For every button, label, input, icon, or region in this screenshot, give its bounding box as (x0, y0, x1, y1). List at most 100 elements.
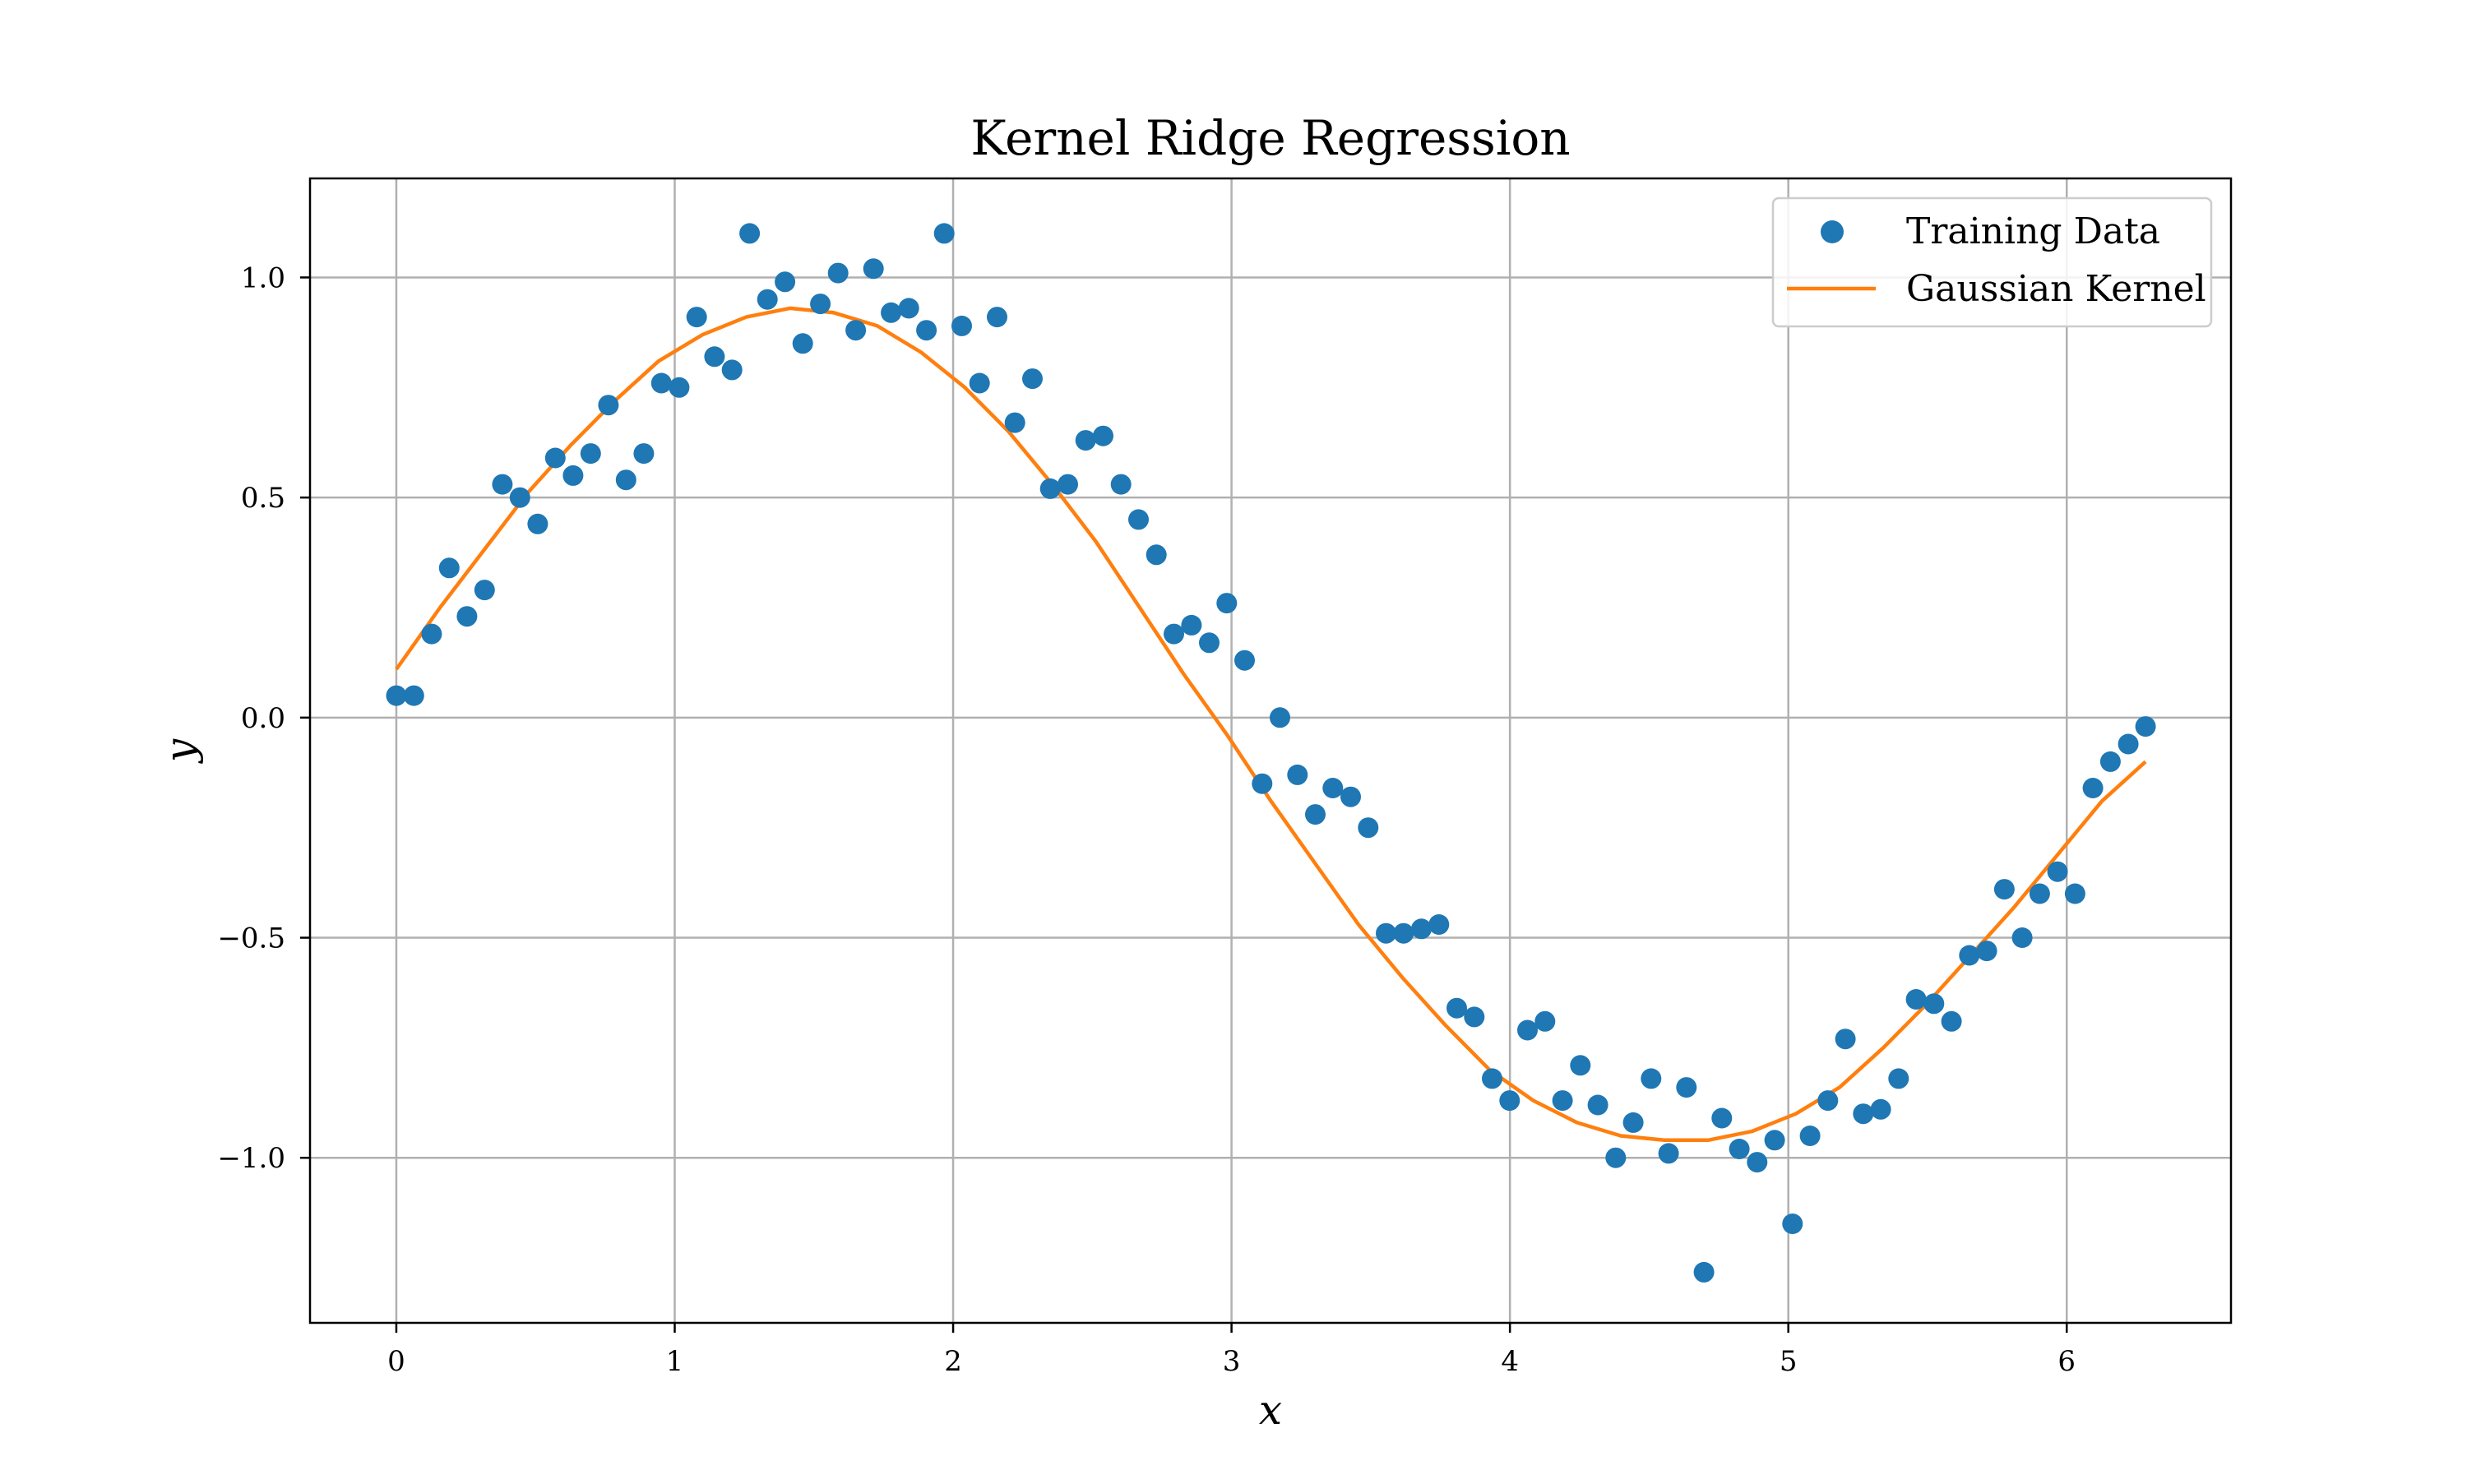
training-data-point (1340, 786, 1361, 807)
training-data-point (1146, 544, 1167, 566)
training-data-point (1058, 474, 1078, 495)
legend-label-gaussian-kernel: Gaussian Kernel (1906, 268, 2206, 310)
x-tick-label: 4 (1501, 1345, 1519, 1378)
training-data-point (987, 307, 1007, 328)
training-data-point (474, 580, 495, 601)
training-data-point (2047, 861, 2068, 882)
training-data-point (1817, 1090, 1839, 1112)
training-data-point (456, 606, 478, 627)
training-data-point (1252, 773, 1273, 794)
y-tick-label: −1.0 (217, 1142, 285, 1175)
x-tick-label: 1 (666, 1345, 684, 1378)
training-data-point (1853, 1103, 1874, 1125)
x-tick-label: 0 (387, 1345, 405, 1378)
training-data-point (1993, 879, 2015, 900)
training-data-point (1605, 1147, 1627, 1168)
ticks: 0 1 2 3 4 5 6 1.0 0.5 0.0 −0.5 −1.0 (217, 261, 2076, 1378)
training-data-point (1482, 1068, 1502, 1089)
training-data-point (509, 487, 530, 508)
legend-label-training-data: Training Data (1906, 210, 2160, 252)
training-data-point (1587, 1094, 1608, 1116)
training-data-point (2029, 883, 2050, 904)
training-data-point (1181, 614, 1202, 636)
training-data-point (1411, 918, 1432, 940)
training-data-point (686, 307, 707, 328)
training-data-point (1376, 922, 1396, 944)
plot-frame (308, 177, 2233, 1325)
training-data-point (1905, 989, 1927, 1010)
training-data-point (1534, 1010, 1556, 1032)
training-data-point (1517, 1019, 1538, 1041)
training-data-point (386, 685, 407, 706)
training-data-point (1976, 941, 1997, 962)
training-data-point (845, 320, 867, 341)
training-data-point (1128, 509, 1149, 530)
training-data-point (492, 474, 513, 495)
training-data-point (2099, 751, 2121, 772)
training-data-point (792, 333, 813, 354)
training-data-point (1305, 804, 1326, 825)
training-data-point (951, 315, 972, 336)
training-data-point (1870, 1098, 1891, 1120)
training-data-point (1110, 474, 1132, 495)
training-data-point (650, 372, 672, 394)
training-data-point (1199, 632, 1220, 654)
plot-area-background (310, 178, 2231, 1323)
training-data-point (2064, 883, 2085, 904)
gaussian-kernel-line (395, 306, 2147, 1143)
y-tick-label: 1.0 (241, 261, 285, 294)
training-data-point (863, 258, 884, 280)
legend: Training Data Gaussian Kernel (1771, 196, 2213, 328)
training-data-point (916, 320, 937, 341)
y-axis-title: y (156, 738, 204, 764)
training-points-layer (386, 223, 2156, 1283)
training-data-point (1075, 430, 1096, 451)
training-data-point (1799, 1126, 1821, 1146)
training-data-point (810, 294, 831, 315)
training-data-point (421, 623, 442, 645)
training-data-point (2011, 927, 2033, 948)
training-data-point (1216, 593, 1238, 614)
chart-title: Kernel Ridge Regression (970, 110, 1570, 166)
training-data-point (403, 685, 424, 706)
training-data-point (1499, 1090, 1520, 1112)
training-data-point (1004, 412, 1025, 433)
training-data-point (721, 359, 743, 381)
x-tick-label: 6 (2057, 1345, 2076, 1378)
training-data-point (1358, 817, 1379, 839)
training-data-point (2082, 778, 2104, 798)
training-data-point (704, 346, 725, 368)
training-data-point (827, 262, 849, 284)
training-data-point (527, 513, 548, 534)
training-data-point (1658, 1143, 1679, 1164)
training-data-point (1782, 1214, 1803, 1234)
training-data-point (1039, 478, 1061, 499)
training-data-point (438, 557, 460, 579)
training-data-point (1022, 368, 1043, 390)
training-data-point (598, 395, 619, 416)
training-data-point (2118, 733, 2139, 755)
training-data-point (1888, 1068, 1909, 1089)
training-data-point (580, 443, 601, 465)
training-data-point (1464, 1006, 1485, 1028)
training-data-point (1093, 425, 1113, 446)
training-data-point (1923, 993, 1945, 1015)
training-data-point (881, 302, 902, 323)
training-data-point (1164, 623, 1184, 645)
kernel-line-layer (395, 306, 2147, 1143)
training-data-point (1446, 997, 1467, 1019)
y-tick-label: 0.0 (241, 702, 285, 735)
training-data-point (1747, 1152, 1768, 1173)
training-data-point (1641, 1068, 1662, 1089)
training-data-point (2135, 716, 2156, 737)
training-data-point (1676, 1077, 1697, 1098)
training-data-point (1693, 1261, 1715, 1283)
training-data-point (969, 372, 990, 394)
training-data-point (1270, 707, 1290, 728)
training-data-point (1941, 1010, 1962, 1032)
training-data-point (933, 223, 955, 244)
training-data-point (544, 447, 566, 469)
training-data-point (1959, 945, 1980, 966)
x-tick-label: 5 (1780, 1345, 1798, 1378)
